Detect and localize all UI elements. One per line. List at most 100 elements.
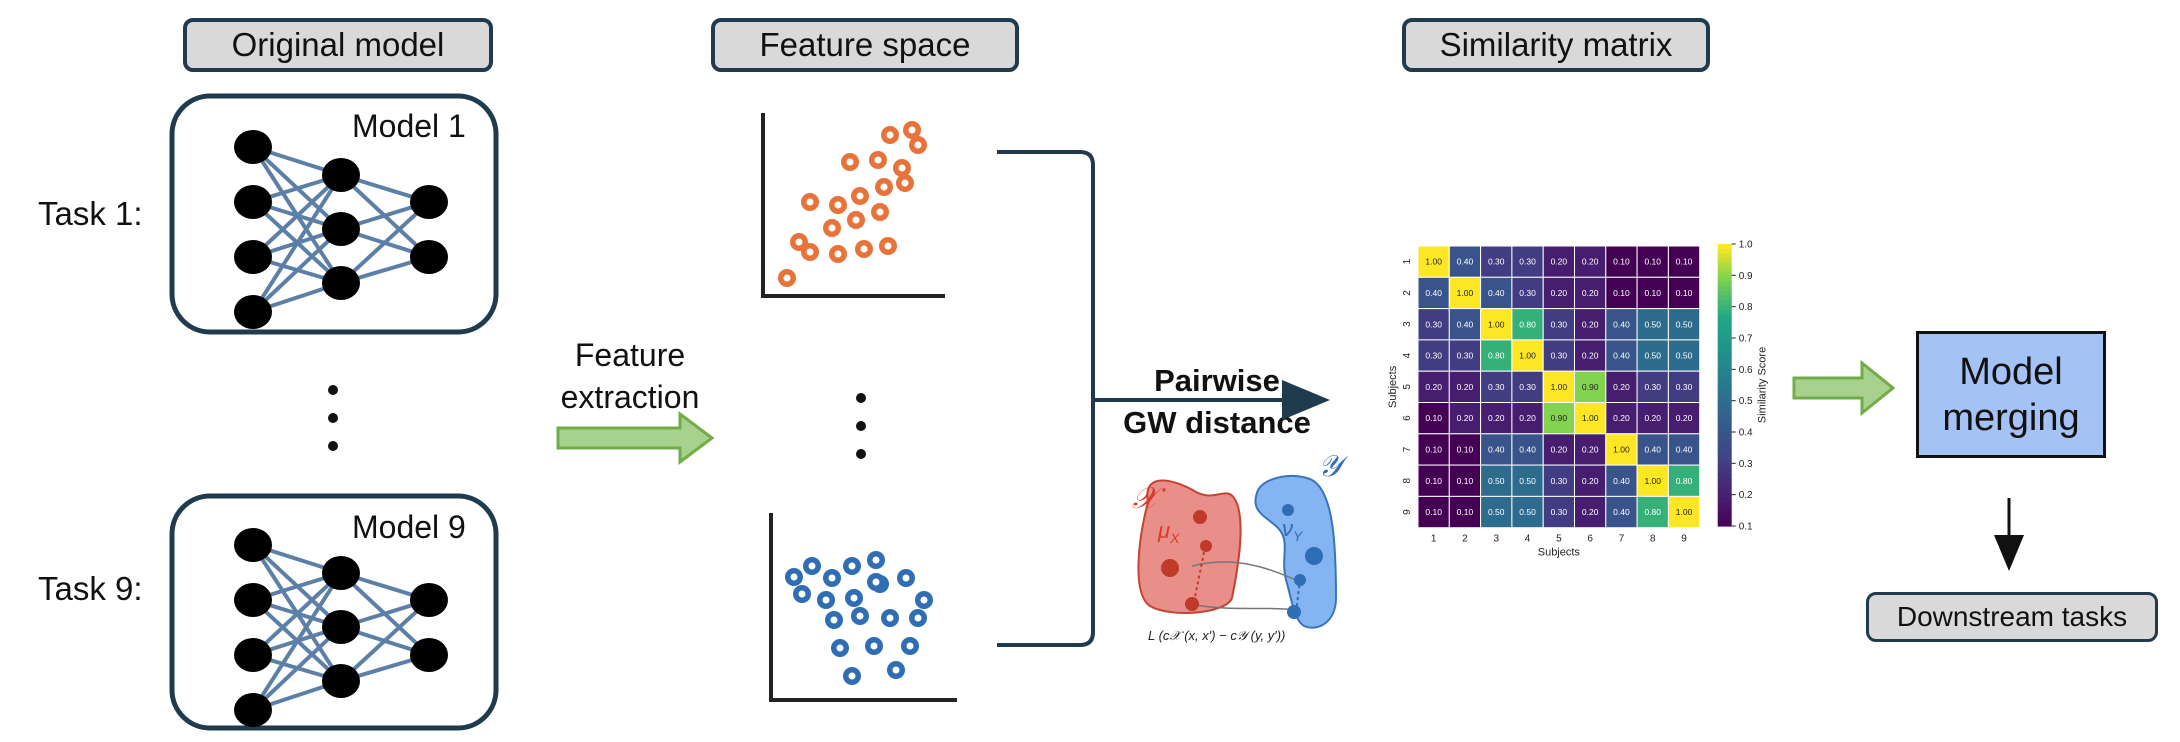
colorbar-tick: 0.5 bbox=[1739, 396, 1753, 407]
colorbar-segment bbox=[1717, 305, 1732, 311]
colorbar-segment bbox=[1717, 356, 1732, 363]
heatmap-cell-label: 0.80 bbox=[1519, 319, 1536, 329]
colorbar-segment bbox=[1717, 455, 1732, 461]
heatmap-cell-label: 0.40 bbox=[1488, 288, 1505, 298]
heatmap-cell bbox=[1574, 308, 1607, 341]
colorbar-tick: 0.1 bbox=[1739, 522, 1753, 533]
heatmap-cell-label: 0.50 bbox=[1519, 476, 1536, 486]
colorbar-segment bbox=[1717, 262, 1732, 269]
heatmap-cell-label: 0.20 bbox=[1551, 257, 1568, 267]
heatmap-cell bbox=[1636, 464, 1669, 497]
heatmap-cell bbox=[1480, 276, 1513, 310]
neural-net-icon bbox=[234, 528, 448, 727]
heatmap-cell-label: 0.20 bbox=[1582, 319, 1599, 329]
heatmap-x-tick: 7 bbox=[1619, 534, 1625, 545]
heatmap-y-tick: 4 bbox=[1402, 352, 1413, 358]
heatmap-cell-label: 0.20 bbox=[1551, 444, 1568, 454]
heatmap-cell-label: 0.30 bbox=[1488, 257, 1505, 267]
model-merging-box: Model merging bbox=[1916, 331, 2106, 458]
feature-extraction-arrow bbox=[556, 411, 715, 465]
colorbar-segment bbox=[1717, 502, 1732, 508]
gw-illustration: 𝒳 𝒴 μX νY L (c𝒳 (x, x′) − c𝒴 (y, y′)) bbox=[1132, 450, 1349, 643]
heatmap-cell-label: 0.10 bbox=[1425, 507, 1442, 517]
heatmap-cell bbox=[1448, 370, 1482, 404]
model-9-label: Model 9 bbox=[352, 509, 466, 545]
feature-extraction-line2: extraction bbox=[560, 379, 700, 415]
heatmap-cell bbox=[1667, 495, 1701, 529]
heatmap-cell-label: 0.40 bbox=[1676, 444, 1693, 454]
heatmap-cell bbox=[1417, 464, 1450, 497]
heatmap-cell-label: 0.20 bbox=[1519, 413, 1536, 423]
heatmap-cell bbox=[1636, 402, 1669, 435]
heatmap-cell-label: 0.20 bbox=[1551, 288, 1568, 298]
heatmap-cell-label: 0.50 bbox=[1644, 351, 1661, 361]
colorbar-segment bbox=[1717, 394, 1732, 400]
heatmap-cell-label: 0.30 bbox=[1676, 382, 1693, 392]
heatmap-x-tick: 6 bbox=[1587, 534, 1593, 545]
colorbar-segment bbox=[1717, 380, 1732, 386]
heatmap-cell bbox=[1574, 495, 1607, 529]
heatmap-cell-label: 0.20 bbox=[1425, 382, 1442, 392]
colorbar-segment bbox=[1717, 328, 1732, 334]
heatmap-cell bbox=[1417, 308, 1450, 341]
heatmap-cell bbox=[1605, 433, 1638, 466]
heatmap-y-tick: 6 bbox=[1402, 415, 1413, 421]
feature-extraction-line1: Feature bbox=[574, 337, 686, 373]
heatmap-cell bbox=[1636, 495, 1669, 529]
heatmap-cell-label: 1.00 bbox=[1425, 257, 1442, 267]
header-original-model: Original model bbox=[183, 18, 493, 72]
colorbar-segment bbox=[1717, 314, 1732, 320]
heatmap-y-tick: 9 bbox=[1402, 509, 1413, 515]
heatmap-cell bbox=[1542, 339, 1575, 372]
heatmap-cell bbox=[1511, 339, 1544, 372]
heatmap-cell bbox=[1542, 370, 1575, 404]
heatmap-cell-label: 0.80 bbox=[1488, 351, 1505, 361]
colorbar-label: Similarity Score bbox=[1757, 347, 1769, 423]
heatmap-cell-label: 0.40 bbox=[1519, 444, 1536, 454]
colorbar-segment bbox=[1717, 281, 1732, 287]
heatmap-cell-label: 0.40 bbox=[1488, 444, 1505, 454]
heatmap-cell-label: 0.30 bbox=[1644, 382, 1661, 392]
colorbar-tick: 1.0 bbox=[1739, 240, 1753, 251]
heatmap-cell-label: 0.50 bbox=[1519, 507, 1536, 517]
heatmap-cell bbox=[1574, 402, 1607, 435]
heatmap-cell-label: 0.30 bbox=[1519, 382, 1536, 392]
colorbar-tick: 0.3 bbox=[1739, 459, 1753, 470]
heatmap-cell bbox=[1667, 276, 1701, 310]
heatmap-cell-label: 0.20 bbox=[1613, 413, 1630, 423]
heatmap-cell bbox=[1574, 245, 1607, 278]
colorbar-segment bbox=[1717, 408, 1732, 414]
heatmap-y-tick: 2 bbox=[1402, 290, 1413, 296]
heatmap-cell bbox=[1636, 245, 1669, 278]
neural-net-icon bbox=[234, 130, 448, 329]
heatmap-x-tick: 5 bbox=[1556, 534, 1562, 545]
colorbar-segment bbox=[1717, 450, 1732, 457]
feature-extraction-label: Feature extraction bbox=[540, 334, 720, 418]
colorbar-segment bbox=[1717, 427, 1732, 433]
colorbar-segment bbox=[1717, 366, 1732, 372]
colorbar-segment bbox=[1717, 253, 1732, 259]
model-1-label: Model 1 bbox=[352, 108, 466, 144]
heatmap-cell bbox=[1574, 276, 1607, 310]
heatmap-cell bbox=[1417, 370, 1450, 404]
heatmap-cell-label: 0.10 bbox=[1676, 257, 1693, 267]
colorbar-segment bbox=[1717, 361, 1732, 367]
heatmap-cell-label: 0.20 bbox=[1644, 413, 1661, 423]
colorbar-segment bbox=[1717, 244, 1732, 250]
heatmap-y-tick: 3 bbox=[1402, 321, 1413, 327]
heatmap-cell bbox=[1448, 276, 1482, 310]
colorbar-segment bbox=[1717, 511, 1732, 518]
colorbar-segment bbox=[1717, 370, 1732, 377]
heatmap-cell-label: 0.40 bbox=[1644, 444, 1661, 454]
heatmap-cell-label: 0.10 bbox=[1425, 476, 1442, 486]
heatmap-cell bbox=[1636, 370, 1669, 404]
heatmap-cell bbox=[1605, 245, 1638, 278]
heatmap-cell-label: 1.00 bbox=[1457, 288, 1474, 298]
heatmap-cell-label: 0.80 bbox=[1644, 507, 1661, 517]
heatmap-x-tick: 9 bbox=[1681, 534, 1687, 545]
colorbar-segment bbox=[1717, 333, 1732, 339]
heatmap-cell bbox=[1448, 339, 1482, 372]
heatmap-cell-label: 0.10 bbox=[1676, 288, 1693, 298]
heatmap-cell bbox=[1480, 402, 1513, 435]
colorbar-segment bbox=[1717, 286, 1732, 292]
